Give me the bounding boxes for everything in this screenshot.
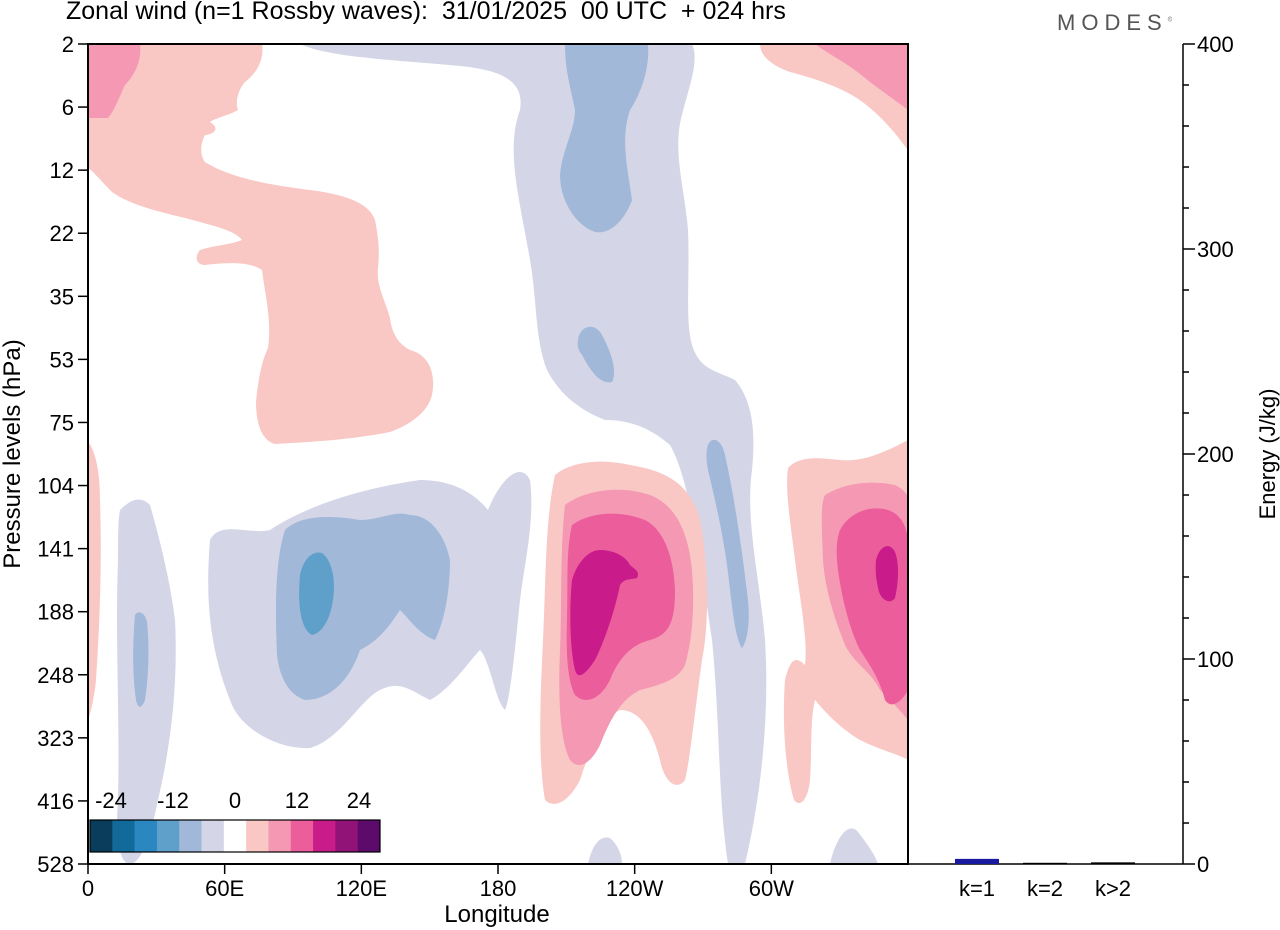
y-tick-label: 12	[50, 158, 74, 183]
x-tick-label: 120W	[606, 876, 664, 901]
y-tick-label: 248	[37, 663, 74, 688]
y-tick-label: 6	[62, 95, 74, 120]
colorbar-label: -12	[157, 788, 189, 813]
colorbar-label: -24	[95, 788, 127, 813]
colorbar-swatch	[201, 820, 225, 852]
x-tick-label: 60W	[749, 876, 794, 901]
y-tick-label: 416	[37, 789, 74, 814]
contour-neg-bottom-2	[830, 828, 878, 864]
y-tick-label: 75	[50, 410, 74, 435]
contour-pos-mid-upper-left	[88, 44, 141, 118]
energy-bar-1	[955, 858, 999, 864]
energy-axis-label: Energy (J/kg)	[1255, 389, 1280, 520]
y-tick-label: 528	[37, 852, 74, 877]
energy-bars	[955, 858, 1135, 864]
colorbar-swatch	[290, 820, 314, 852]
contour-field	[88, 44, 908, 864]
colorbar-swatch	[335, 820, 359, 852]
colorbar	[89, 819, 381, 853]
colorbar-labels: -24 -12 0 12 24	[95, 788, 371, 813]
colorbar-swatch	[313, 820, 336, 852]
colorbar-label: 24	[347, 788, 371, 813]
colorbar-label: 0	[229, 788, 241, 813]
contour-pos-darker-right	[875, 546, 899, 602]
y-axis-ticks: 2 6 12 22 35 53 75 104 141 188 248 323 416 528	[37, 32, 88, 877]
y-tick-label: 323	[37, 726, 74, 751]
x-tick-label: 0	[82, 876, 94, 901]
y-tick-label: 188	[37, 600, 74, 625]
energy-bar-2	[1023, 862, 1067, 864]
colorbar-swatch	[156, 820, 180, 852]
x-tick-label: 60E	[205, 876, 244, 901]
x-axis-ticks: 0 60E 120E 180 120W 60W	[82, 864, 794, 901]
colorbar-swatch	[90, 820, 113, 852]
bar-category-label: k>2	[1095, 876, 1131, 901]
contour-neg-upper	[300, 44, 767, 864]
colorbar-label: 12	[285, 788, 309, 813]
energy-tick-label: 200	[1197, 442, 1234, 467]
colorbar-swatch	[246, 820, 269, 852]
colorbar-swatch	[223, 820, 247, 852]
energy-tick-label: 300	[1197, 237, 1234, 262]
contour-pos-upper-left	[88, 44, 434, 444]
colorbar-swatch	[112, 820, 136, 852]
energy-tick-label: 100	[1197, 647, 1234, 672]
contour-neg-darker	[299, 552, 334, 635]
contour-neg-dark-small	[577, 326, 615, 383]
y-tick-label: 35	[50, 284, 74, 309]
modes-logo: MODES©	[1057, 10, 1173, 35]
y-tick-label: 141	[37, 537, 74, 562]
contour-neg-dark-left	[133, 612, 149, 707]
contour-pos-left-edge	[88, 442, 101, 720]
colorbar-swatch	[179, 820, 203, 852]
energy-tick-label: 0	[1197, 852, 1209, 877]
contour-pos-darker-central	[570, 550, 639, 676]
chart-title: Zonal wind (n=1 Rossby waves): 31/01/202…	[66, 0, 786, 25]
y-tick-label: 104	[37, 474, 74, 499]
energy-tick-label: 400	[1197, 32, 1234, 57]
bar-category-label: k=1	[959, 876, 995, 901]
bar-category-label: k=2	[1027, 876, 1063, 901]
contour-neg-bottom-1	[588, 837, 622, 864]
colorbar-swatch	[357, 820, 381, 852]
y-tick-label: 22	[50, 221, 74, 246]
x-tick-label: 120E	[336, 876, 387, 901]
y-axis-label: Pressure levels (hPa)	[0, 339, 26, 568]
x-tick-label: 180	[480, 876, 517, 901]
energy-bar-3	[1091, 862, 1135, 864]
y-tick-label: 2	[62, 32, 74, 57]
colorbar-swatch	[268, 820, 292, 852]
y-tick-label: 53	[50, 347, 74, 372]
contour-neg-dark-right	[706, 439, 749, 648]
bar-y-ticks: 0 100 200 300 400	[1183, 32, 1234, 877]
x-axis-label: Longitude	[444, 901, 549, 928]
colorbar-frame	[89, 819, 381, 853]
bar-category-labels: k=1 k=2 k>2	[959, 876, 1131, 901]
colorbar-swatch	[134, 820, 158, 852]
contour-pos-mid-upper-right	[815, 44, 908, 110]
contour-neg-dark-upper	[560, 44, 649, 233]
